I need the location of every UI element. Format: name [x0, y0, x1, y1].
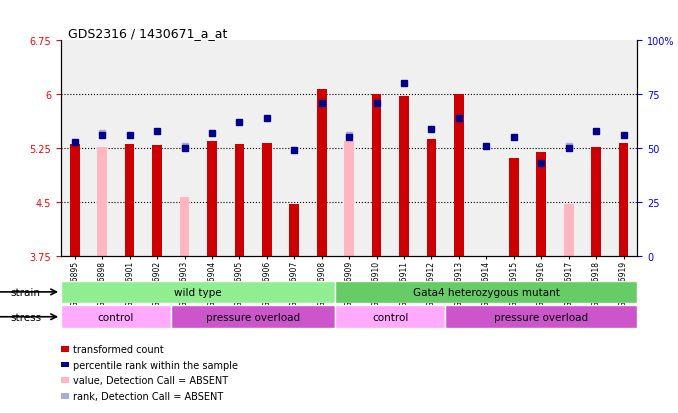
Text: GDS2316 / 1430671_a_at: GDS2316 / 1430671_a_at	[68, 27, 227, 40]
Bar	[344, 142, 354, 256]
Text: pressure overload: pressure overload	[206, 312, 300, 322]
Bar	[317, 90, 327, 256]
Bar	[180, 197, 189, 256]
Text: strain: strain	[10, 287, 40, 297]
Bar	[98, 148, 107, 256]
Bar	[509, 159, 519, 256]
Bar	[372, 94, 382, 256]
Bar	[125, 145, 134, 256]
Bar	[336, 306, 445, 328]
Text: control: control	[372, 312, 409, 322]
Text: pressure overload: pressure overload	[494, 312, 589, 322]
Bar	[262, 144, 272, 256]
Text: Gata4 heterozygous mutant: Gata4 heterozygous mutant	[413, 287, 560, 297]
Bar	[619, 144, 629, 256]
Bar	[61, 306, 171, 328]
Bar	[591, 147, 601, 256]
Text: percentile rank within the sample: percentile rank within the sample	[73, 360, 238, 370]
Bar	[564, 204, 574, 256]
Bar	[454, 94, 464, 256]
Text: stress: stress	[10, 312, 41, 322]
Bar	[336, 281, 637, 304]
Bar	[171, 306, 336, 328]
Text: wild type: wild type	[174, 287, 222, 297]
Bar	[426, 140, 437, 256]
Text: transformed count: transformed count	[73, 344, 164, 354]
Bar	[70, 145, 79, 256]
Bar	[61, 281, 336, 304]
Bar	[207, 142, 217, 256]
Text: rank, Detection Call = ABSENT: rank, Detection Call = ABSENT	[73, 391, 224, 401]
Text: control: control	[98, 312, 134, 322]
Bar	[445, 306, 637, 328]
Bar	[536, 153, 546, 256]
Bar	[290, 204, 299, 256]
Bar	[399, 97, 409, 256]
Text: value, Detection Call = ABSENT: value, Detection Call = ABSENT	[73, 375, 228, 385]
Bar	[153, 146, 162, 256]
Bar	[235, 145, 244, 256]
